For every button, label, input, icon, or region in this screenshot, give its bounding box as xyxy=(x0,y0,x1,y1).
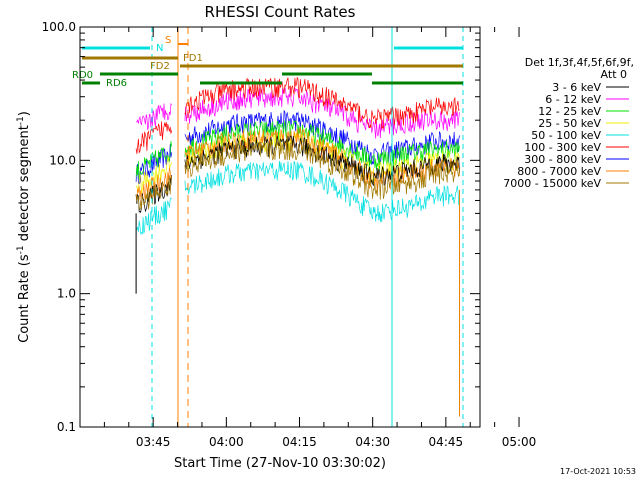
flag-label-s: S xyxy=(165,35,171,46)
flag-label-rd0: RD0 xyxy=(72,70,93,81)
x-tick-label-2: 04:15 xyxy=(282,435,317,449)
y-axis-label-mid: detector segment xyxy=(17,125,32,245)
legend-label-3: 25 - 50 keV xyxy=(538,117,601,130)
x-axis-label: Start Time (27-Nov-10 03:30:02) xyxy=(174,456,386,471)
y-axis-label-end: ) xyxy=(17,111,32,116)
legend-label-0: 3 - 6 keV xyxy=(552,81,601,94)
chart-title: RHESSI Count Rates xyxy=(205,3,356,21)
x-axis: 03:45 04:00 04:15 04:30 04:45 05:00 xyxy=(103,27,537,449)
y-axis-label-sup2: -1 xyxy=(16,116,26,125)
y-tick-label-2: 10.0 xyxy=(49,153,76,167)
x-tick-label-0: 03:45 xyxy=(136,435,171,449)
x-tick-label-5: 05:00 xyxy=(502,435,537,449)
y-axis-label: Count Rate (s-1 detector segment-1) xyxy=(16,111,32,343)
flag-label-rd6: RD6 xyxy=(106,78,127,89)
series-line-4 xyxy=(135,160,460,235)
legend-label-6: 300 - 800 keV xyxy=(524,153,601,166)
flag-label-fd2: FD2 xyxy=(150,61,170,72)
flag-label-fd1: FD1 xyxy=(183,53,203,64)
legend-label-2: 12 - 25 keV xyxy=(538,105,601,118)
legend-attenuator: Att 0 xyxy=(601,68,627,81)
y-axis-label-main: Count Rate (s xyxy=(17,254,32,343)
legend-label-5: 100 - 300 keV xyxy=(524,141,601,154)
y-tick-label-3: 100.0 xyxy=(42,20,76,34)
plot-frame xyxy=(79,26,481,428)
legend-label-8: 7000 - 15000 keV xyxy=(503,177,601,190)
x-tick-label-1: 04:00 xyxy=(209,435,244,449)
legend-label-7: 800 - 7000 keV xyxy=(517,165,601,178)
y-tick-label-0: 0.1 xyxy=(57,420,76,434)
y-axis-label-sup1: -1 xyxy=(16,245,26,254)
x-tick-label-3: 04:30 xyxy=(355,435,390,449)
flag-label-n: N xyxy=(156,43,163,54)
legend-label-1: 6 - 12 keV xyxy=(545,93,601,106)
generation-timestamp: 17-Oct-2021 10:53 xyxy=(560,467,636,476)
legend: Det 1f,3f,4f,5f,6f,9f, Att 0 3 - 6 keV6 … xyxy=(503,56,634,190)
legend-label-4: 50 - 100 keV xyxy=(531,129,601,142)
plot-data-area xyxy=(135,76,461,417)
y-tick-label-1: 1.0 xyxy=(57,287,76,301)
y-axis: 0.1 1.0 10.0 100.0 xyxy=(42,20,480,434)
series-line-6 xyxy=(135,109,460,185)
flag-bars: NS FD1 FD2 RD0 RD6 xyxy=(72,27,464,427)
legend-title: Det 1f,3f,4f,5f,6f,9f, xyxy=(525,56,634,69)
series-line-8 xyxy=(135,140,460,210)
x-tick-label-4: 04:45 xyxy=(429,435,464,449)
series-line-5 xyxy=(135,76,460,154)
